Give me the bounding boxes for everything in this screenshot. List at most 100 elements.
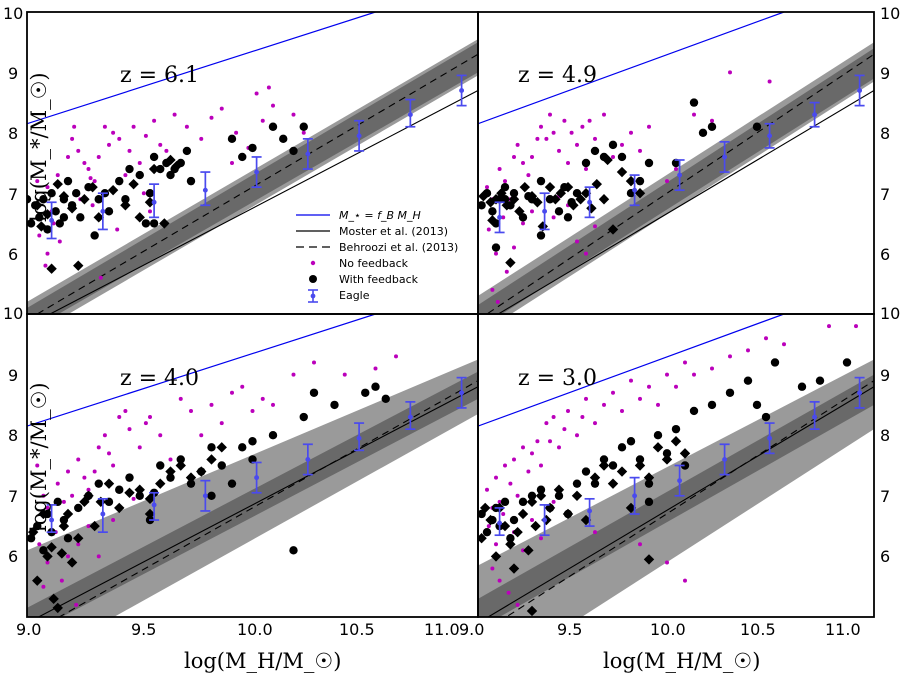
panel-z30-withfb-point-18	[608, 461, 618, 470]
panel-z40-withfb-diamond-22	[185, 472, 197, 483]
panel-z30-withfb-point-20	[626, 437, 636, 446]
panel-z61-withfb-diamond-15	[148, 163, 160, 175]
y-tick-label-right-top-7: 7	[880, 185, 890, 204]
panel-z30-nofb-point-54	[638, 542, 642, 547]
panel-z61-nofb-point-12	[96, 154, 101, 159]
panel-z49-withfb-diamond-8	[526, 191, 538, 202]
y-tick-label-top-7: 7	[8, 185, 18, 204]
panel-z30-nofb-point-22	[593, 421, 597, 426]
panel-z61-nofb-point-36	[291, 112, 296, 117]
panel-z30-frame	[477, 313, 875, 618]
panel-z49-withfb-diamond-23	[634, 188, 646, 199]
panel-z49-nofb-point-29	[647, 124, 651, 129]
panel-z30-eagle-errorbar-0	[494, 507, 505, 537]
panel-z40-withfb-diamond-23	[196, 466, 207, 477]
panel-z30-withfb-point-17	[599, 455, 609, 464]
panel-z40-withfb-point-10	[94, 479, 103, 488]
panel-z49-eagle-errorbar-8	[854, 74, 865, 107]
panel-z30-withfb-point-10	[536, 485, 546, 494]
panel-z40-nofb-point-24	[178, 396, 183, 401]
panel-z49-withfb-diamond-20	[598, 194, 610, 205]
x-tick-label-right-9.5: 9.5	[557, 620, 582, 639]
panel-z49-nofb-point-19	[575, 142, 579, 147]
panel-z40-withfb-diamond-17	[134, 484, 145, 495]
panel-z49-nofb-point-28	[638, 148, 642, 153]
panel-z40-fb-line	[27, 314, 376, 427]
y-tick-label-bot-6: 6	[8, 547, 18, 566]
panel-z49-eagle-errorbar-6	[764, 122, 775, 149]
panel-z49-withfb-diamond-27	[616, 166, 628, 178]
panel-z61-eagle-errorbar-5	[302, 137, 313, 170]
panel-z30-withfb-diamond-19	[580, 514, 592, 526]
y-tick-label-top-9: 9	[8, 64, 18, 83]
panel-z61-withfb-point-11	[72, 189, 81, 198]
panel-z61-nofb-point-10	[86, 167, 91, 172]
panel-z49-withfb-diamond-19	[591, 178, 602, 190]
panel-z30-withfb-diamond-7	[508, 563, 520, 574]
panel-z61-withfb-point-3	[39, 195, 48, 204]
panel-z30-nofb-point-29	[656, 402, 660, 407]
panel-z49-nofb-point-13	[548, 112, 552, 117]
panel-z40-withfb-point-34	[248, 455, 257, 464]
y-tick-label-right-bot-7: 7	[880, 487, 890, 506]
panel-z40-nofb-point-8	[76, 457, 81, 462]
panel-z49-nofb-point-50	[593, 224, 597, 229]
panel-z61-withfb-point-30	[248, 143, 257, 153]
panel-z30-withfb-point-9	[527, 491, 537, 500]
panel-z30-nofb-point-0	[485, 487, 489, 492]
panel-z30-withfb-diamond-3	[490, 551, 502, 562]
y-tick-label-right-top-9: 9	[880, 64, 890, 83]
panel-z61-withfb-point-41	[182, 146, 192, 156]
panel-z61-eagle-errorbar-7	[405, 98, 416, 128]
panel-z61-eagle-errorbar-6	[354, 119, 365, 152]
panel-z30-withfb-diamond-24	[625, 502, 637, 514]
panel-z40-nofb-point-17	[123, 408, 128, 413]
panel-z30-nofb-point-51	[506, 590, 511, 595]
panel-z40-eagle-errorbar-5	[302, 443, 313, 476]
x-tick-labels-left: 9.0 9.5 10.0 10.5 11.0	[16, 620, 460, 639]
panel-z40-withfb-diamond-18	[144, 508, 156, 520]
panel-z49-band-inner	[478, 48, 874, 314]
panel-z61: z = 6.1	[27, 12, 478, 314]
y-tick-label-right-top-10: 10	[880, 4, 900, 23]
panel-z49-withfb-diamond-22	[625, 175, 637, 187]
panel-z30-nofb-point-41	[486, 524, 491, 529]
panel-z40-nofb-point-20	[143, 421, 148, 426]
panel-z61-withfb-diamond-12	[128, 178, 139, 190]
panel-z40-nofb-point-9	[82, 475, 87, 480]
panel-z40-nofb-point-0	[35, 463, 40, 468]
panel-z30-withfb-diamond-28	[661, 454, 673, 465]
panel-z49-nofb-point-25	[611, 154, 615, 159]
panel-z30-withfb-diamond-26	[643, 472, 655, 483]
panel-z40-nofb-point-15	[111, 463, 116, 468]
panel-z61-withfb-point-2	[35, 213, 44, 222]
panel-z49-withfb-diamond-24	[505, 257, 516, 268]
panel-z49-nofb-point-11	[539, 124, 543, 129]
panel-z30-nofb-point-50	[497, 578, 502, 583]
panel-z40-withfb-diamond-5	[52, 602, 63, 614]
panel-z30-withfb-point-22	[644, 479, 654, 488]
x-tick-label-right-10.5: 10.5	[740, 620, 776, 639]
panel-z40-eagle-errorbar-8	[456, 376, 467, 409]
panel-z40-eagle-errorbar-6	[354, 422, 365, 452]
panel-z30-nofb-point-11	[535, 439, 540, 444]
panel-z61-withfb-point-0	[27, 219, 36, 228]
panel-z40-nofb-point-42	[66, 554, 70, 559]
panel-z49-withfb-diamond-13	[555, 188, 566, 199]
panel-z30-withfb-point-14	[572, 479, 582, 488]
panel-z49-nofb-point-47	[490, 287, 495, 292]
y-tick-label-top-6: 6	[8, 245, 18, 264]
panel-z40-nofb-point-31	[250, 408, 255, 413]
panel-z61-eagle-errorbar-1	[97, 192, 108, 231]
panel-z30-withfb-diamond-5	[499, 520, 511, 532]
panel-z61-withfb-diamond-5	[66, 203, 78, 214]
panel-z61-nofb-point-15	[111, 130, 116, 135]
panel-z40-nofb-point-16	[117, 415, 122, 420]
panel-z30-withfb-diamond-0	[478, 533, 487, 544]
legend-behroozi-label: Behroozi et al. (2013)	[339, 241, 458, 254]
panel-z40-withfb-diamond-19	[155, 478, 166, 489]
panel-z30-withfb-point-15	[581, 467, 591, 476]
panel-z61-withfb-diamond-2	[46, 263, 57, 274]
panel-z30-nofb-point-45	[521, 548, 525, 553]
panel-z61-eagle-errorbar-3	[200, 171, 211, 207]
